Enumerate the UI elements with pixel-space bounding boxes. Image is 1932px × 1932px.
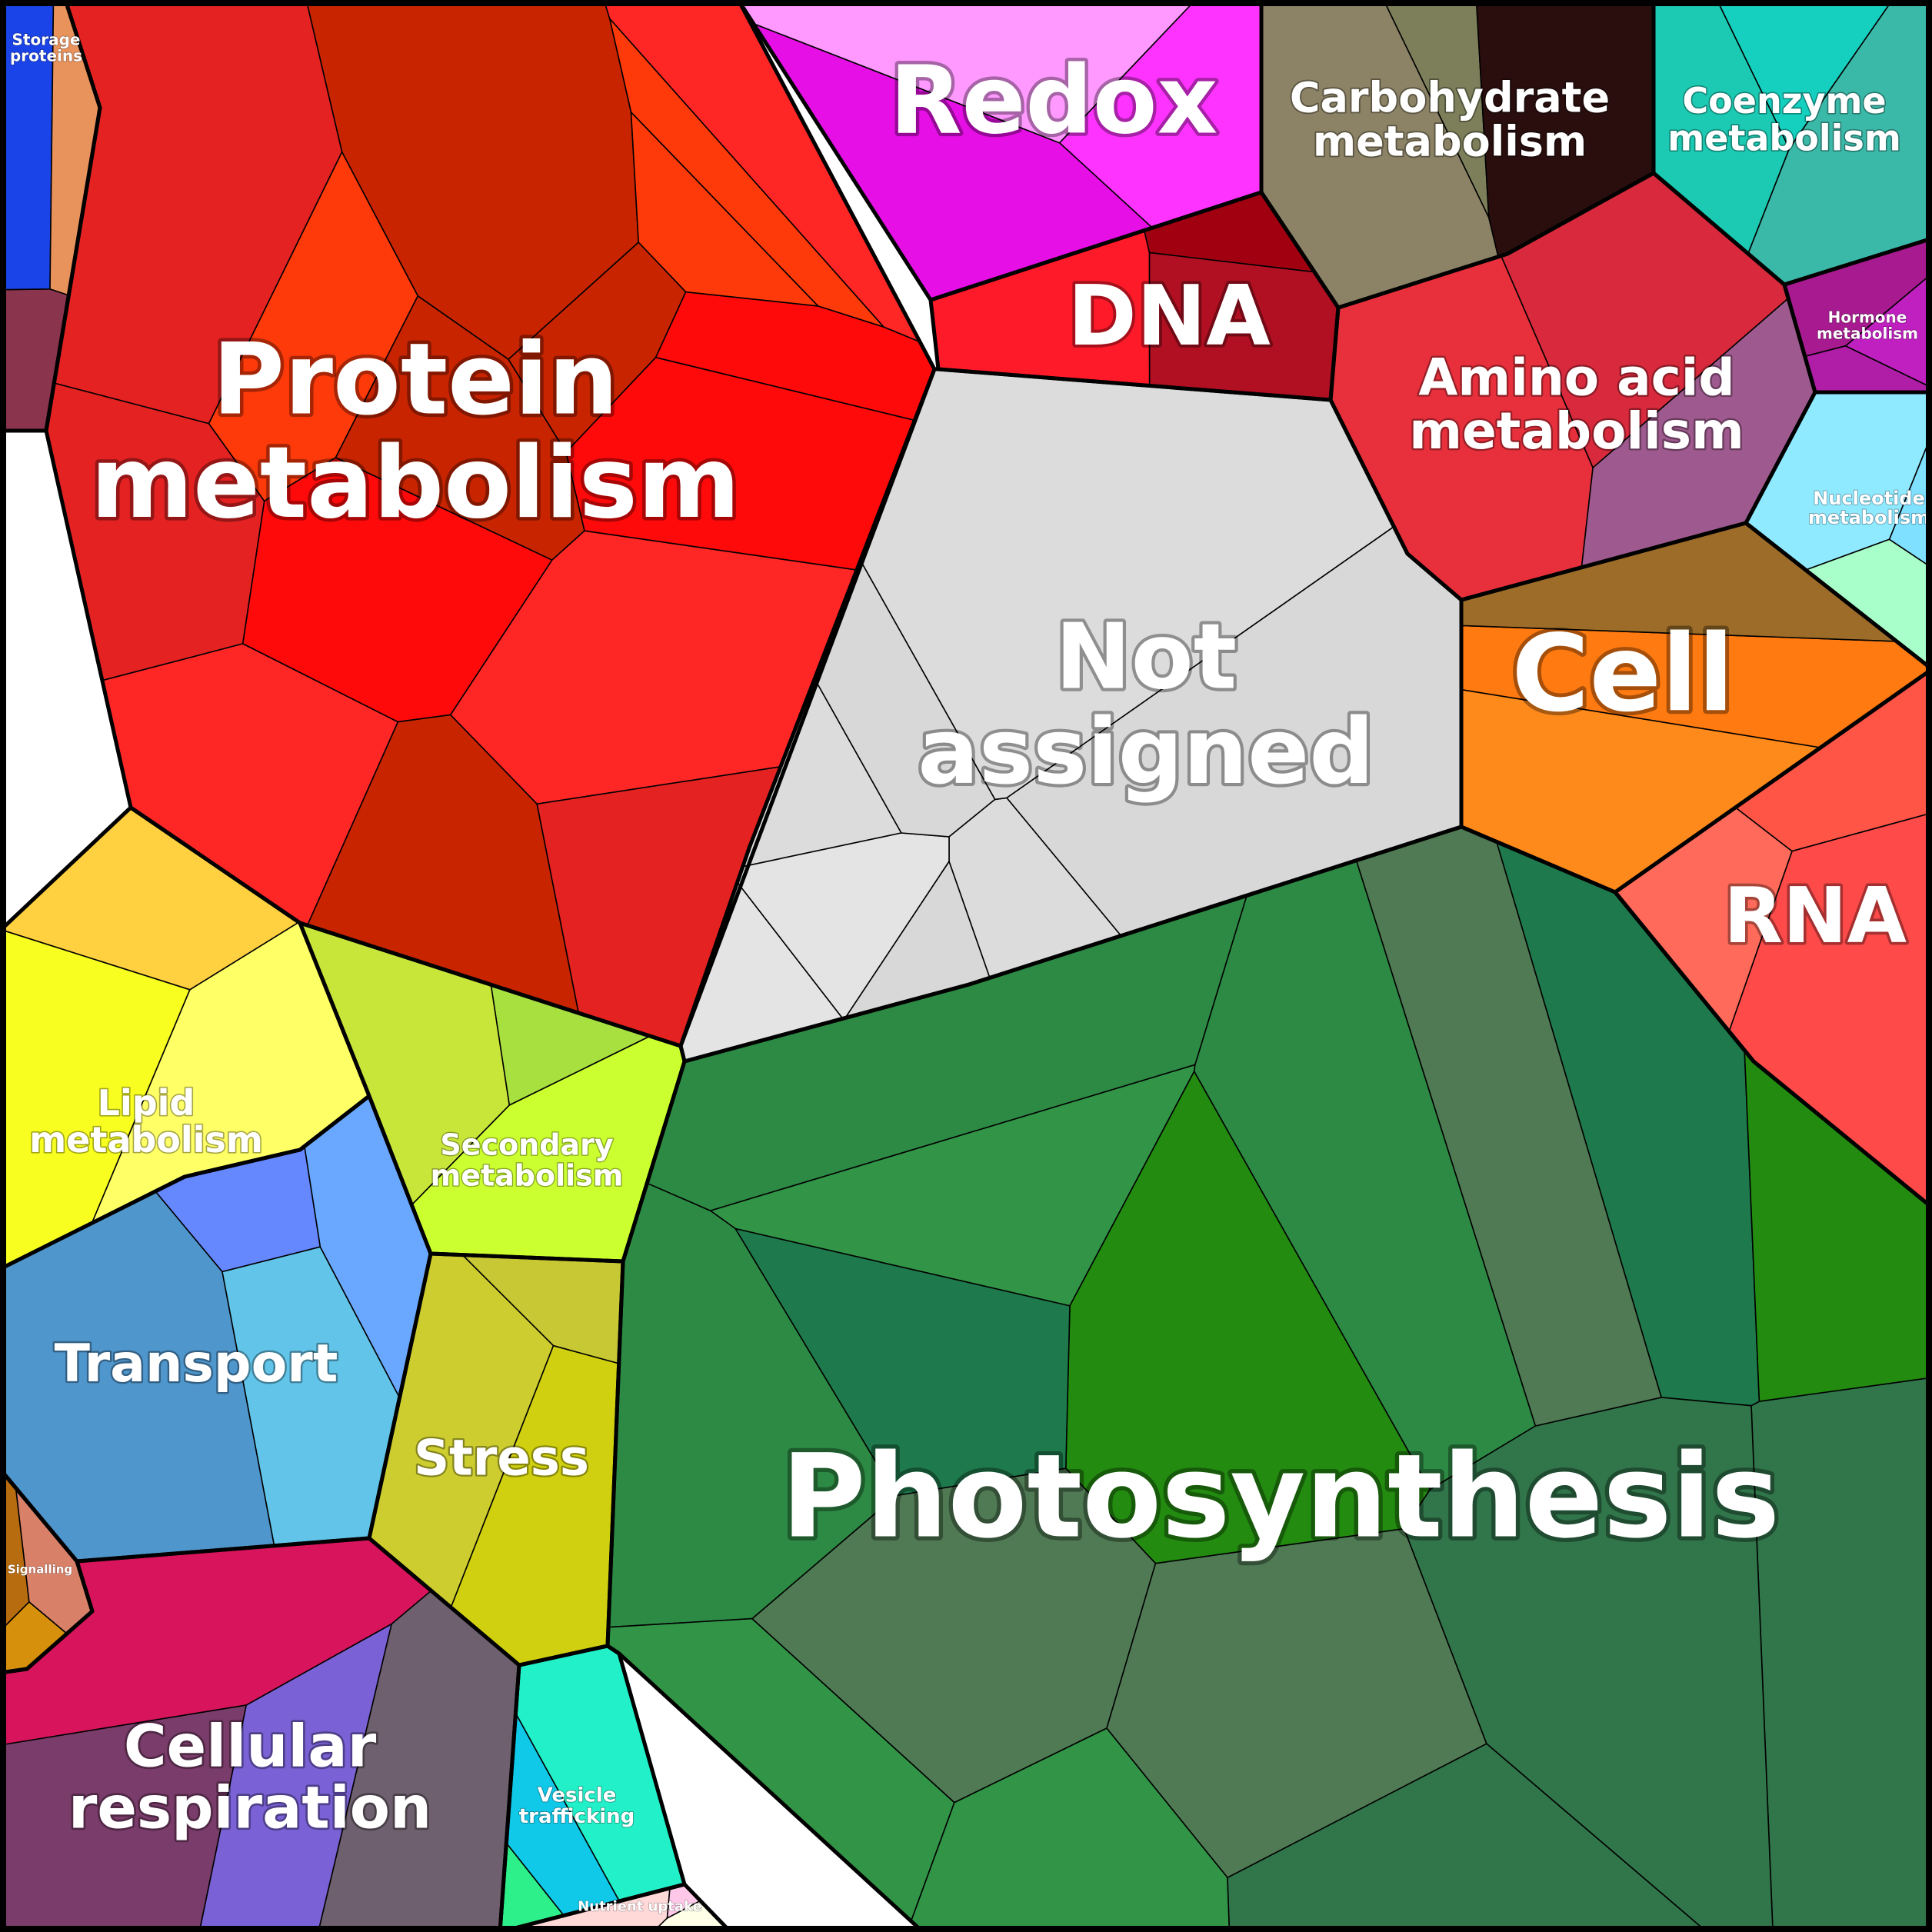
photosynthesis-label: Photosynthesis bbox=[781, 1431, 1780, 1564]
stress-label: Stress bbox=[414, 1430, 589, 1487]
not-assigned-label: Not assigned bbox=[918, 603, 1374, 804]
protein-metabolism-subcell bbox=[630, 112, 819, 307]
protein-metabolism-label: Protein metabolism bbox=[91, 323, 741, 541]
cellular-respiration-label: Cellular respiration bbox=[68, 1712, 431, 1842]
nutrient-uptake-label: Nutrient uptake bbox=[578, 1898, 702, 1914]
nucleotide-metabolism-subcell bbox=[1888, 432, 1932, 569]
rna-label: RNA bbox=[1724, 871, 1907, 961]
hormone-metabolism-label: Hormone metabolism bbox=[1817, 308, 1918, 343]
carbohydrate-metabolism-label: Carbohydrate metabolism bbox=[1290, 74, 1610, 166]
photosynthesis-subcell bbox=[1227, 1743, 1708, 1932]
nutrient-uptake-region bbox=[498, 1882, 733, 1932]
nucleotide-metabolism-label: Nucleotide metabolism bbox=[1808, 488, 1930, 528]
secondary-metabolism-label: Secondary metabolism bbox=[431, 1128, 624, 1192]
not-assigned-subcell bbox=[736, 832, 950, 1020]
dna-label: DNA bbox=[1068, 268, 1271, 365]
cellular-respiration-region bbox=[0, 1536, 521, 1932]
vesicle-trafficking-label: Vesicle trafficking bbox=[519, 1784, 635, 1827]
protein-metabolism-subcell bbox=[603, 0, 921, 343]
vesicle-trafficking-region bbox=[498, 1644, 687, 1932]
storage-proteins-label: Storage proteins bbox=[10, 31, 82, 65]
redox-label: Redox bbox=[890, 46, 1218, 155]
cell-label: Cell bbox=[1511, 611, 1734, 735]
lipid-metabolism-label: Lipid metabolism bbox=[29, 1082, 263, 1161]
signalling-label: Signalling bbox=[8, 1562, 72, 1576]
amino-acid-metabolism-label: Amino acid metabolism bbox=[1409, 348, 1744, 461]
photosynthesis-subcell bbox=[751, 1467, 1157, 1804]
storage-proteins-region bbox=[0, 0, 102, 433]
coenzyme-metabolism-label: Coenzyme metabolism bbox=[1667, 80, 1901, 158]
not-assigned-subcell bbox=[814, 559, 996, 838]
transport-label: Transport bbox=[55, 1334, 338, 1394]
